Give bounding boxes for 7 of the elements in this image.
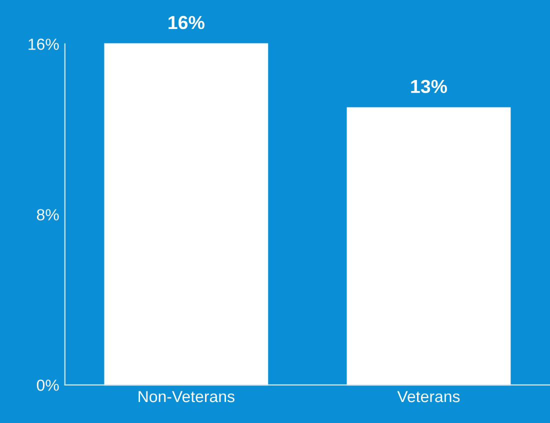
data-label: 16% [168, 16, 204, 30]
x-tick-label: Veterans [397, 391, 460, 402]
y-tick-label: 0% [36, 380, 59, 391]
data-label: 13% [411, 80, 447, 94]
y-tick-label: 16% [28, 38, 59, 50]
y-tick-label: 8% [36, 209, 59, 220]
x-tick-label: Non-Veterans [138, 391, 234, 402]
